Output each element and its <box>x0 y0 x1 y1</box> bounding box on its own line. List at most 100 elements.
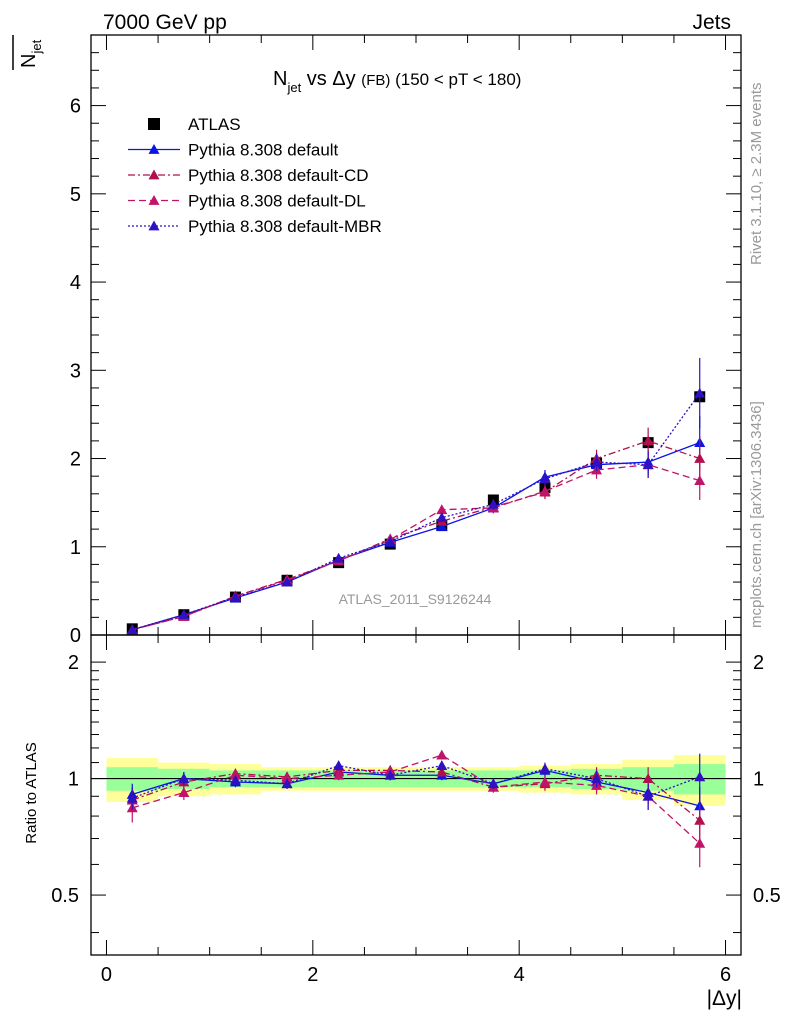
ratio-data-point <box>281 778 293 789</box>
ratio-plot-ticks: 0.5 0.5 1 1 2 2 0 2 4 6 <box>51 635 781 986</box>
data-point <box>591 456 603 467</box>
series-pythia-8-308-default-mbr <box>126 357 706 635</box>
ratio-data-point <box>591 773 603 783</box>
ratio-xtick-label: 2 <box>307 964 318 986</box>
watermark: ATLAS_2011_S9126244 <box>339 591 492 607</box>
rivet-label: Rivet 3.1.10, ≥ 2.3M events <box>748 83 765 266</box>
ratio-data-point <box>694 837 706 848</box>
data-point <box>539 473 551 484</box>
ratio-plot-bands <box>106 755 726 806</box>
main-plot-ticks: 0 1 2 3 4 5 6 <box>70 34 741 647</box>
ratio-ytick-label: 1 <box>68 769 79 791</box>
legend-label: Pythia 8.308 default <box>188 141 339 160</box>
data-point <box>694 475 706 485</box>
legend-item: Pythia 8.308 default <box>128 141 339 160</box>
header-right: Jets <box>692 11 731 34</box>
data-point <box>694 387 706 398</box>
series-line <box>132 442 700 631</box>
main-plot-series <box>126 357 706 635</box>
ratio-series-line <box>132 769 701 821</box>
legend-marker <box>148 144 160 154</box>
series-line <box>132 392 701 631</box>
ratio-ylabel: Ratio to ATLAS <box>23 742 40 843</box>
ratio-data-point <box>229 769 241 780</box>
data-point <box>539 485 551 496</box>
main-title: Njet vs Δy (FB) (150 < pT < 180) <box>273 68 521 95</box>
legend-marker <box>148 118 160 130</box>
ratio-data-point <box>694 771 706 782</box>
data-point <box>694 453 706 463</box>
ratio-ytick-label: 0.5 <box>51 885 79 907</box>
data-point <box>642 459 654 470</box>
ratio-data-point <box>178 773 190 783</box>
ratio-xlabel: |Δy| <box>707 987 742 1010</box>
legend-marker <box>148 220 160 231</box>
ratio-xtick-label: 4 <box>514 964 525 986</box>
main-ytick-label: 0 <box>70 625 81 647</box>
legend-item: ATLAS <box>148 115 241 134</box>
ratio-data-point <box>539 776 551 787</box>
svg-text:Njet: Njet <box>18 39 44 68</box>
data-point <box>229 591 241 602</box>
ratio-data-point <box>539 763 551 774</box>
legend-marker <box>148 195 160 205</box>
data-point <box>333 552 345 563</box>
ratio-data-point <box>642 790 654 801</box>
legend-marker <box>148 169 160 180</box>
ratio-plot-frame <box>90 634 742 956</box>
data-point <box>436 520 448 531</box>
main-ytick-label: 5 <box>70 184 81 206</box>
legend-item: Pythia 8.308 default-MBR <box>128 217 382 236</box>
ratio-series-pythia-8-308-default-mbr <box>126 753 706 810</box>
legend-item: Pythia 8.308 default-DL <box>128 192 366 211</box>
ratio-ytick-label-right: 1 <box>753 769 764 791</box>
main-plot-panel: 0 1 2 3 4 5 6 Njet vs Δy (FB) (150 < pT < 180)… <box>12 34 742 647</box>
ratio-data-point <box>178 787 190 797</box>
legend-label: ATLAS <box>188 115 241 134</box>
main-ytick-label: 6 <box>70 96 81 118</box>
data-point <box>126 624 138 635</box>
main-ytick-label: 1 <box>70 537 81 559</box>
data-point <box>178 609 190 620</box>
ratio-data-point <box>436 760 448 771</box>
main-ytick-label: 2 <box>70 449 81 471</box>
ratio-data-point <box>487 778 499 789</box>
ratio-data-point <box>281 773 293 783</box>
ratio-data-point <box>384 769 396 780</box>
data-point <box>436 504 448 515</box>
ratio-plot-series <box>126 749 706 868</box>
header-left: 7000 GeV pp <box>103 11 227 34</box>
legend-label: Pythia 8.308 default-MBR <box>188 217 382 236</box>
ratio-series-line <box>132 754 701 844</box>
ratio-plot-panel: 0.5 0.5 1 1 2 2 0 2 4 6 Ratio to ATLAS |Δy| <box>23 634 781 1010</box>
ratio-ytick-label: 2 <box>68 652 79 674</box>
legend-label: Pythia 8.308 default-DL <box>188 192 366 211</box>
legend-label: Pythia 8.308 default-CD <box>188 166 369 185</box>
main-ytick-label: 4 <box>70 272 81 294</box>
ratio-data-point <box>694 814 706 825</box>
data-point <box>436 512 448 523</box>
ratio-series-line <box>132 764 700 799</box>
legend: ATLAS Pythia 8.308 default Pythia 8.308 de… <box>128 115 382 236</box>
data-point <box>642 435 654 446</box>
ratio-data-point <box>642 773 654 783</box>
ratio-data-point <box>126 792 138 803</box>
data-point <box>487 498 499 509</box>
ratio-ytick-label-right: 0.5 <box>753 885 781 907</box>
legend-item: Pythia 8.308 default-CD <box>128 166 369 185</box>
data-point <box>384 535 396 546</box>
ratio-data-point <box>333 769 345 780</box>
ratio-xtick-label: 0 <box>101 964 112 986</box>
ratio-data-point <box>229 774 241 785</box>
ratio-ytick-label-right: 2 <box>753 652 764 674</box>
mcplots-label: mcplots.cern.ch [arXiv:1306.3436] <box>748 401 765 628</box>
ratio-data-point <box>436 766 448 777</box>
ratio-series-line <box>132 769 700 807</box>
data-point <box>281 576 293 587</box>
ratio-xtick-label: 6 <box>720 964 731 986</box>
ratio-data-point <box>333 760 345 771</box>
main-ytick-label: 3 <box>70 360 81 382</box>
series-line <box>132 464 700 631</box>
main-ylabel: Njet <box>18 39 44 68</box>
